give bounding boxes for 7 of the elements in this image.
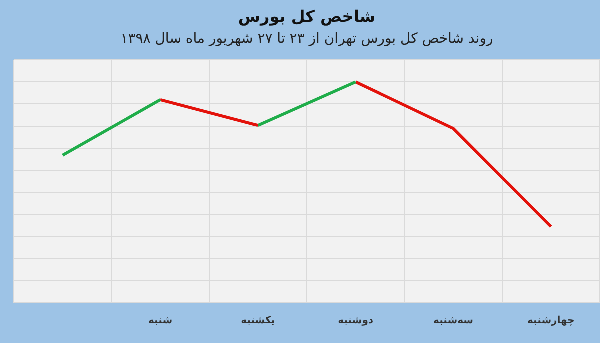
x-tick-label: سه‌شنبه <box>434 316 474 327</box>
x-tick-label: یکشنبه <box>241 316 276 327</box>
chart-title: شاخص کل بورس <box>238 6 376 26</box>
x-tick-label: دوشنبه <box>338 316 374 327</box>
chart-subtitle: روند شاخص کل بورس تهران از ۲۳ تا ۲۷ شهریور ماه سال ۱۳۹۸ <box>120 31 494 48</box>
x-tick-label: شنبه <box>148 316 173 327</box>
x-tick-label: چهارشنبه <box>527 316 575 327</box>
